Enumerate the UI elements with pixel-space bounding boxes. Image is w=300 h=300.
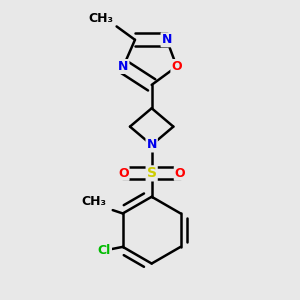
Text: N: N xyxy=(118,60,128,73)
Text: O: O xyxy=(118,167,129,180)
Text: O: O xyxy=(175,167,185,180)
Text: N: N xyxy=(146,139,157,152)
Text: S: S xyxy=(147,167,157,180)
Text: CH₃: CH₃ xyxy=(81,195,106,208)
Text: Cl: Cl xyxy=(98,244,111,257)
Text: O: O xyxy=(171,60,182,73)
Text: N: N xyxy=(161,33,172,46)
Text: CH₃: CH₃ xyxy=(88,12,113,25)
